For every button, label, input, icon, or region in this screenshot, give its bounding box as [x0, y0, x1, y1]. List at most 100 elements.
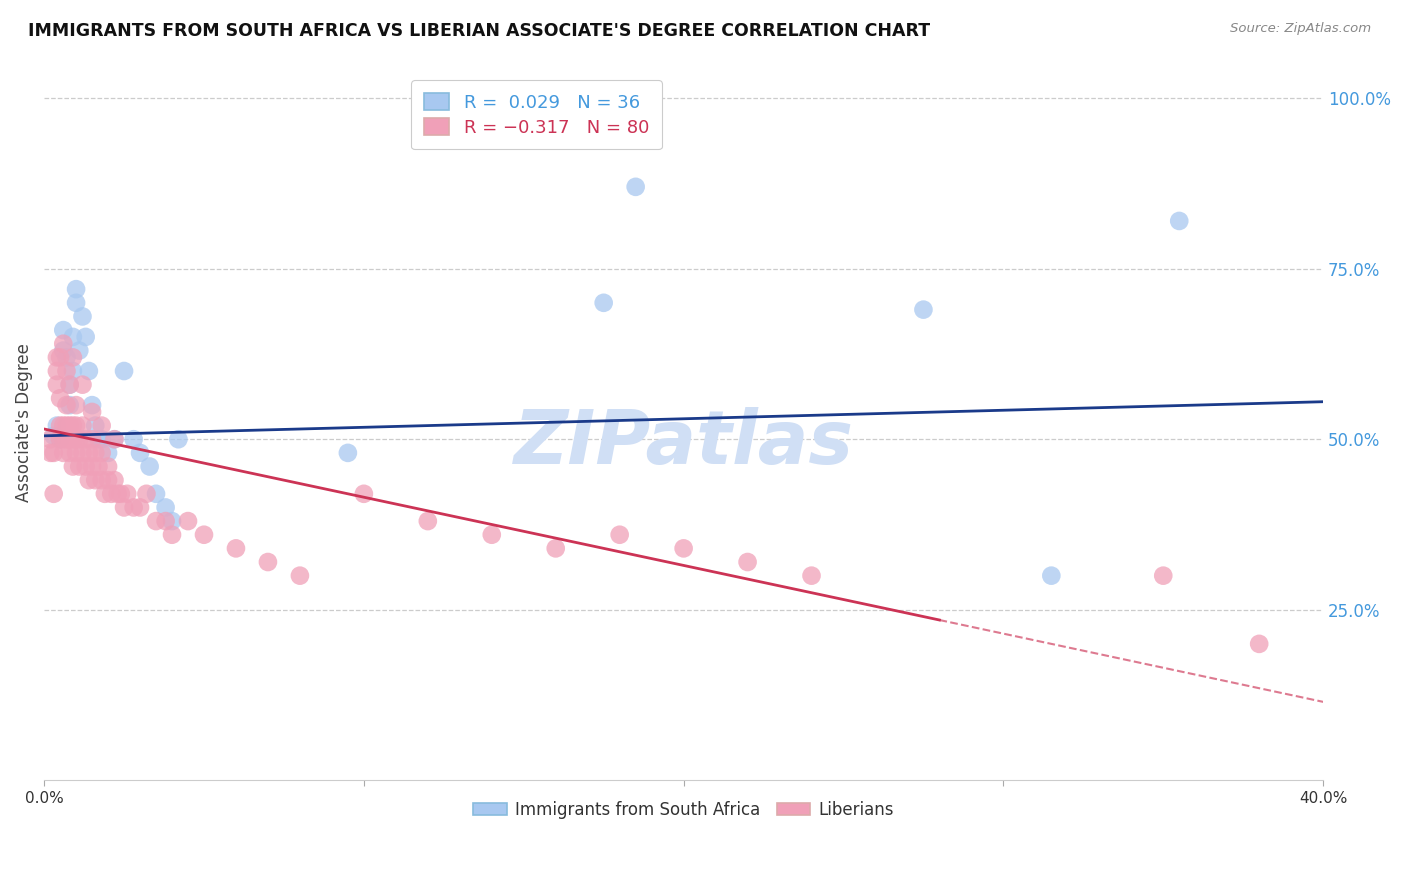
Point: [1249, 637, 1271, 651]
Point: [55, 418, 77, 433]
Point: [544, 541, 567, 556]
Point: [59, 377, 82, 392]
Point: [145, 514, 167, 528]
Point: [145, 487, 167, 501]
Point: [52, 418, 75, 433]
Point: [97, 473, 120, 487]
Point: [100, 487, 122, 501]
Point: [257, 555, 280, 569]
Point: [55, 432, 77, 446]
Point: [800, 568, 823, 582]
Point: [672, 541, 695, 556]
Point: [177, 514, 200, 528]
Text: ZIPatlas: ZIPatlas: [513, 407, 853, 480]
Point: [103, 432, 125, 446]
Point: [122, 432, 145, 446]
Point: [65, 282, 87, 296]
Point: [65, 398, 87, 412]
Point: [77, 364, 100, 378]
Point: [97, 446, 120, 460]
Point: [416, 514, 439, 528]
Point: [75, 330, 97, 344]
Point: [52, 446, 75, 460]
Point: [49, 418, 72, 433]
Point: [110, 487, 132, 501]
Point: [67, 459, 90, 474]
Point: [160, 514, 183, 528]
Point: [59, 446, 82, 460]
Point: [62, 364, 84, 378]
Point: [90, 446, 112, 460]
Point: [87, 459, 110, 474]
Point: [1040, 568, 1063, 582]
Point: [55, 364, 77, 378]
Point: [87, 432, 110, 446]
Point: [90, 432, 112, 446]
Point: [49, 432, 72, 446]
Point: [609, 527, 631, 541]
Point: [39, 432, 62, 446]
Point: [62, 459, 84, 474]
Point: [160, 527, 183, 541]
Point: [94, 487, 117, 501]
Point: [65, 418, 87, 433]
Point: [67, 432, 90, 446]
Point: [84, 418, 107, 433]
Point: [72, 377, 94, 392]
Point: [59, 398, 82, 412]
Point: [80, 398, 103, 412]
Point: [72, 418, 94, 433]
Point: [49, 432, 72, 446]
Point: [65, 295, 87, 310]
Point: [80, 432, 103, 446]
Point: [49, 392, 72, 406]
Point: [624, 179, 647, 194]
Point: [55, 351, 77, 365]
Point: [288, 568, 311, 582]
Point: [52, 343, 75, 358]
Y-axis label: Associate's Degree: Associate's Degree: [15, 343, 32, 501]
Point: [84, 446, 107, 460]
Point: [193, 527, 215, 541]
Point: [59, 432, 82, 446]
Text: Source: ZipAtlas.com: Source: ZipAtlas.com: [1230, 22, 1371, 36]
Point: [77, 446, 100, 460]
Point: [737, 555, 759, 569]
Point: [52, 336, 75, 351]
Point: [45, 377, 67, 392]
Point: [42, 487, 65, 501]
Point: [62, 418, 84, 433]
Point: [55, 398, 77, 412]
Point: [155, 514, 177, 528]
Point: [80, 459, 103, 474]
Point: [80, 405, 103, 419]
Point: [90, 473, 112, 487]
Point: [117, 487, 139, 501]
Point: [481, 527, 503, 541]
Point: [45, 351, 67, 365]
Point: [62, 351, 84, 365]
Point: [155, 500, 177, 515]
Point: [72, 310, 94, 324]
Point: [59, 418, 82, 433]
Point: [1168, 214, 1191, 228]
Point: [112, 500, 135, 515]
Point: [97, 459, 120, 474]
Point: [42, 429, 65, 443]
Point: [107, 487, 129, 501]
Legend: Immigrants from South Africa, Liberians: Immigrants from South Africa, Liberians: [467, 795, 901, 826]
Point: [75, 459, 97, 474]
Point: [39, 446, 62, 460]
Point: [336, 446, 359, 460]
Point: [62, 432, 84, 446]
Point: [112, 364, 135, 378]
Point: [75, 432, 97, 446]
Point: [135, 487, 157, 501]
Point: [129, 500, 152, 515]
Point: [65, 432, 87, 446]
Point: [138, 459, 160, 474]
Point: [122, 500, 145, 515]
Point: [103, 473, 125, 487]
Point: [52, 432, 75, 446]
Point: [45, 418, 67, 433]
